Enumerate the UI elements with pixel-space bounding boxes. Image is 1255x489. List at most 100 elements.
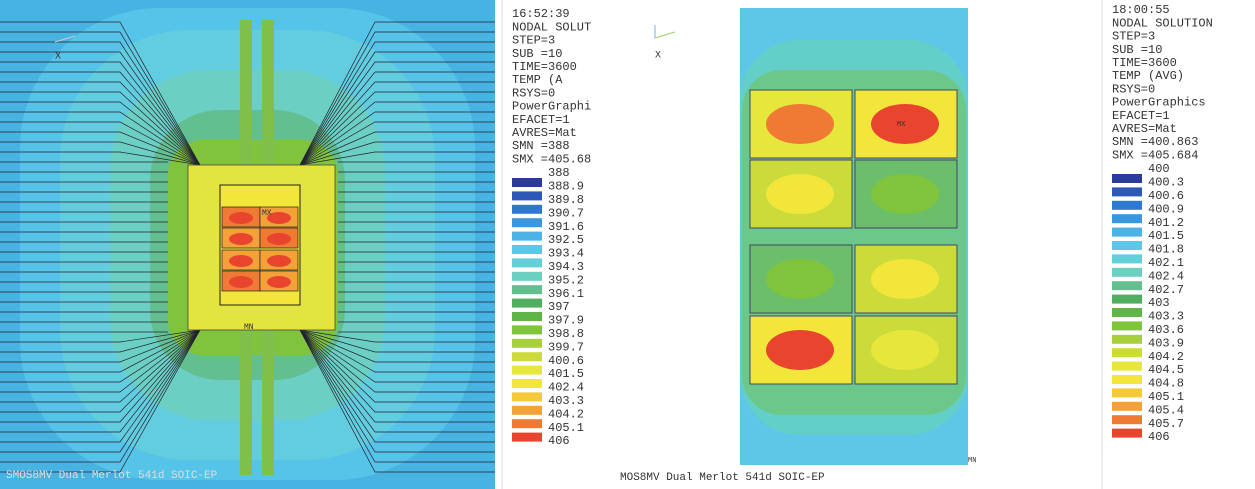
- lead: [0, 329, 201, 343]
- lead: [0, 41, 201, 166]
- legend-label: 394.3: [548, 260, 584, 274]
- legend-label: 406: [548, 434, 570, 448]
- info-line: TIME=3600: [512, 60, 577, 74]
- lead: [0, 329, 201, 393]
- lead: [299, 51, 495, 166]
- legend-label: 405.7: [1148, 417, 1184, 431]
- legend-label: 403.3: [548, 394, 584, 408]
- trace: [240, 20, 252, 170]
- info-line: 18:00:55: [1112, 3, 1170, 17]
- info-line: STEP=3: [1112, 30, 1155, 44]
- axis-triad: [654, 31, 676, 39]
- legend-label: 403.3: [1148, 310, 1184, 324]
- info-line: EFACET=1: [512, 113, 570, 127]
- info-line: PowerGraphi: [512, 100, 591, 114]
- lead: [0, 329, 201, 433]
- lead: [299, 101, 495, 166]
- min-marker: MN: [968, 457, 976, 465]
- lead: [299, 329, 495, 393]
- legend-swatch: [1112, 200, 1142, 210]
- footer: MOS8MV Dual Merlot 541d SOIC-EP: [620, 472, 825, 484]
- lead: [0, 329, 201, 373]
- lead: [0, 51, 201, 166]
- lead: [299, 329, 495, 473]
- lead: [0, 141, 201, 166]
- legend-swatch: [512, 271, 542, 281]
- lead: [299, 21, 495, 166]
- legend-swatch: [1112, 348, 1142, 358]
- lead: [299, 141, 495, 166]
- lead: [299, 31, 495, 166]
- info-line: SUB =10: [1112, 43, 1162, 57]
- footer: SMOS8MV Dual Merlot 541d SOIC-EP: [6, 470, 218, 482]
- legend-swatch: [512, 365, 542, 375]
- legend-label: 405.1: [548, 421, 584, 435]
- lead: [299, 329, 495, 343]
- info-line: SMX =405.684: [1112, 148, 1198, 162]
- lead: [0, 329, 201, 363]
- lead: [0, 91, 201, 166]
- lead: [299, 329, 495, 373]
- lead: [0, 329, 201, 353]
- lead: [299, 329, 495, 353]
- legend-label: 403.6: [1148, 323, 1184, 337]
- legend-label: 402.7: [1148, 283, 1184, 297]
- legend-swatch: [512, 338, 542, 348]
- legend-swatch: [1112, 334, 1142, 344]
- legend-label: 403.9: [1148, 336, 1184, 350]
- legend-swatch: [512, 204, 542, 214]
- legend-label: 389.8: [548, 193, 584, 207]
- legend-label: 401.5: [548, 367, 584, 381]
- legend-label: 403: [1148, 296, 1170, 310]
- info-line: 16:52:39: [512, 7, 570, 21]
- legend-swatch: [512, 432, 542, 442]
- legend-swatch: [1112, 308, 1142, 317]
- legend-swatch: [512, 392, 542, 402]
- hot-spot: [871, 174, 939, 214]
- lead: [0, 329, 201, 463]
- max-marker: MX: [897, 121, 906, 129]
- min-marker: MN: [244, 323, 254, 332]
- legend-label: 392.5: [548, 233, 584, 247]
- lead: [299, 61, 495, 166]
- legend-label: 401.2: [1148, 216, 1184, 230]
- info-line: SMN =400.863: [1112, 135, 1198, 149]
- hot-spot: [267, 276, 291, 288]
- info-line: RSYS=0: [1112, 82, 1155, 96]
- legend-label: 404.2: [1148, 350, 1184, 364]
- lead: [299, 111, 495, 166]
- lead: [0, 329, 201, 403]
- hot-spot: [267, 212, 291, 224]
- hot-spot: [267, 255, 291, 267]
- legend-swatch: [512, 312, 542, 321]
- legend-label: 400: [1148, 162, 1170, 176]
- info-line: AVRES=Mat: [512, 126, 577, 140]
- legend-swatch: [1112, 254, 1142, 264]
- lead: [0, 61, 201, 166]
- trace: [262, 20, 274, 170]
- legend-label: 405.4: [1148, 403, 1184, 417]
- lead: [0, 71, 201, 166]
- legend-label: 401.5: [1148, 229, 1184, 243]
- legend-swatch: [1112, 241, 1142, 250]
- lead: [0, 329, 201, 413]
- max-marker: MX: [262, 209, 272, 218]
- lead: [299, 329, 495, 453]
- legend-label: 402.4: [548, 381, 584, 395]
- lead: [299, 131, 495, 166]
- legend-swatch: [1112, 401, 1142, 411]
- lead: [0, 81, 201, 166]
- lead: [299, 329, 495, 423]
- legend-swatch: [1112, 187, 1142, 197]
- info-line: SUB =10: [512, 47, 562, 61]
- legend-swatch: [1112, 267, 1142, 277]
- lead: [299, 329, 495, 383]
- info-line: AVRES=Mat: [1112, 122, 1177, 136]
- legend-swatch: [1112, 214, 1142, 224]
- lead: [0, 329, 201, 453]
- hot-spot: [766, 104, 834, 144]
- legend-label: 400.6: [548, 354, 584, 368]
- lead: [299, 329, 495, 363]
- hot-spot: [229, 255, 253, 267]
